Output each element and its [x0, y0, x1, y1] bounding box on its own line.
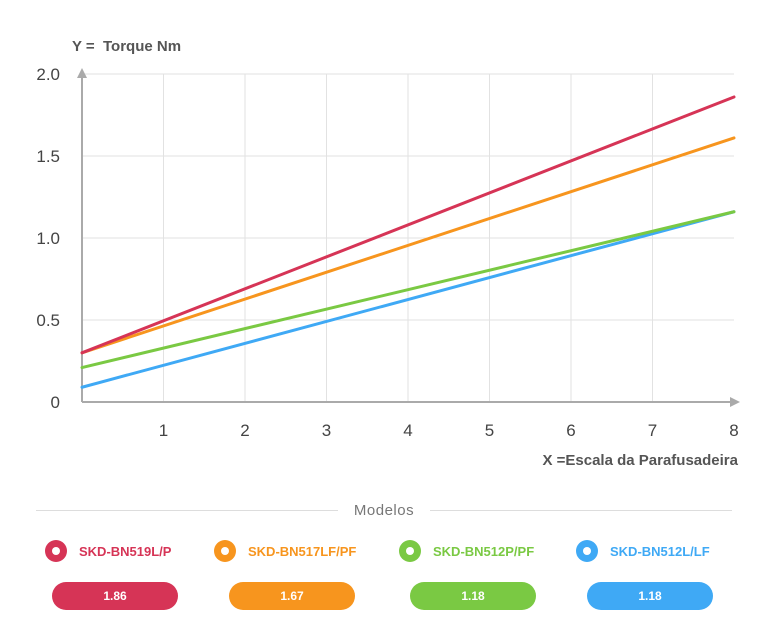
axes	[77, 68, 740, 407]
series-line-skd-bn512l-lf	[80, 210, 736, 389]
value-badge-bn517: 1.67	[229, 582, 355, 610]
x-tick-label: 2	[240, 421, 249, 440]
legend-item-bn519: SKD-BN519L/P	[45, 539, 171, 563]
legend-label: SKD-BN517LF/PF	[248, 543, 357, 559]
x-tick-label: 7	[648, 421, 657, 440]
legend-item-bn512l: SKD-BN512L/LF	[576, 539, 710, 563]
x-axis-label: X =Escala da Parafusadeira	[542, 452, 738, 469]
legend-label: SKD-BN512P/PF	[433, 543, 535, 559]
y-tick-label: 1.0	[36, 229, 60, 248]
y-tick-label: 2.0	[36, 65, 60, 84]
x-tick-label: 3	[322, 421, 331, 440]
x-tick-label: 8	[729, 421, 738, 440]
value-badge-bn519: 1.86	[52, 582, 178, 610]
x-tick-label: 6	[566, 421, 575, 440]
x-axis-arrow	[730, 397, 740, 407]
tick-labels: 1 2 3 4 5 6 7 8 0 0.5 1.0 1.5 2.0	[36, 65, 738, 440]
legend-dot-icon	[45, 540, 67, 562]
legend-item-bn517: SKD-BN517LF/PF	[214, 539, 356, 563]
legend-dot-icon	[399, 540, 421, 562]
value-badge-bn512l: 1.18	[587, 582, 713, 610]
y-axis-label: Y = Torque Nm	[72, 38, 181, 55]
y-tick-label: 0	[51, 393, 60, 412]
legend-title: Modelos	[353, 501, 415, 519]
torque-chart: 1 2 3 4 5 6 7 8 0 0.5 1.0 1.5 2.0 Y = Torque Nm X =E…	[36, 38, 740, 469]
y-tick-label: 1.5	[36, 147, 60, 166]
value-badge-bn512p: 1.18	[410, 582, 536, 610]
legend-rule-left	[36, 509, 338, 511]
series-lines	[80, 95, 736, 389]
x-tick-label: 4	[403, 421, 412, 440]
y-axis-arrow	[77, 68, 87, 78]
legend-header: Modelos	[36, 498, 733, 522]
series-line-skd-bn519l-p	[80, 95, 736, 355]
legend-dot-icon	[214, 540, 236, 562]
series-line-skd-bn517lf-pf	[80, 136, 736, 355]
legend-label: SKD-BN512L/LF	[610, 543, 710, 559]
y-tick-label: 0.5	[36, 311, 60, 330]
x-tick-label: 5	[485, 421, 494, 440]
legend-item-bn512p: SKD-BN512P/PF	[399, 539, 534, 563]
x-tick-label: 1	[159, 421, 168, 440]
legend-rule-right	[430, 509, 733, 511]
series-line-skd-bn512p-pf	[80, 210, 736, 370]
legend-label: SKD-BN519L/P	[79, 543, 172, 559]
legend-dot-icon	[576, 540, 598, 562]
